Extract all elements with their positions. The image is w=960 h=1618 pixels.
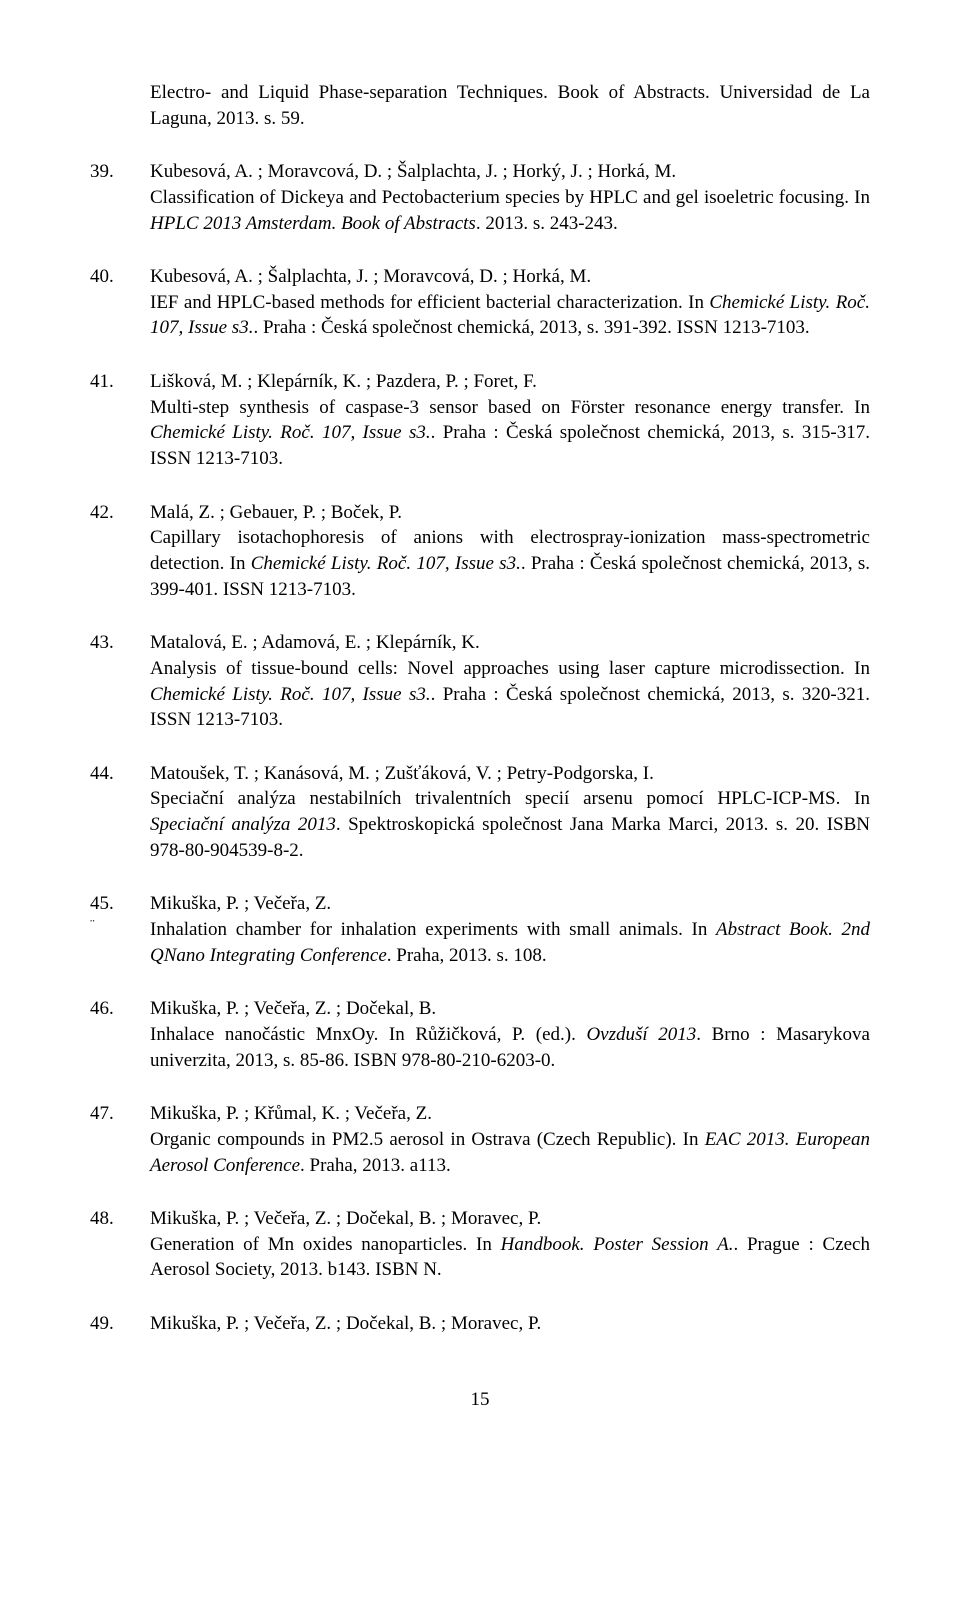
entry-text-pre: Analysis of tissue-bound cells: Novel ap… <box>150 658 870 679</box>
entry-italic: Chemické Listy. Roč. 107, Issue s3. <box>251 553 521 574</box>
entry-body: Kubesová, A. ; Moravcová, D. ; Šalplacht… <box>150 159 870 236</box>
entry-body: Mikuška, P. ; Večeřa, Z.Inhalation chamb… <box>150 891 870 968</box>
entry-authors: Lišková, M. ; Klepárník, K. ; Pazdera, P… <box>150 369 870 395</box>
entry-italic: Ovzduší 2013 <box>586 1024 696 1045</box>
continuation-text: Electro- and Liquid Phase-separation Tec… <box>150 80 870 131</box>
bibliography-entry: 48.Mikuška, P. ; Večeřa, Z. ; Dočekal, B… <box>90 1206 870 1283</box>
entry-authors: Mikuška, P. ; Večeřa, Z. ; Dočekal, B. ;… <box>150 1311 870 1337</box>
entry-text-pre: Organic compounds in PM2.5 aerosol in Os… <box>150 1129 705 1150</box>
entry-body: Matalová, E. ; Adamová, E. ; Klepárník, … <box>150 630 870 733</box>
entry-number: 41. <box>90 369 150 472</box>
entry-text-pre: IEF and HPLC-based methods for efficient… <box>150 292 709 313</box>
entry-authors: Mikuška, P. ; Večeřa, Z. <box>150 891 870 917</box>
entry-number: 44. <box>90 761 150 864</box>
entry-text-pre: Multi-step synthesis of caspase-3 sensor… <box>150 397 870 418</box>
entry-italic: Speciační analýza 2013 <box>150 814 336 835</box>
entry-authors: Kubesová, A. ; Moravcová, D. ; Šalplacht… <box>150 159 870 185</box>
entry-body: Lišková, M. ; Klepárník, K. ; Pazdera, P… <box>150 369 870 472</box>
entry-number: 48. <box>90 1206 150 1283</box>
bibliography-entry: 45.¨Mikuška, P. ; Večeřa, Z.Inhalation c… <box>90 891 870 968</box>
entry-number: 42. <box>90 500 150 603</box>
entry-body: Kubesová, A. ; Šalplachta, J. ; Moravcov… <box>150 264 870 341</box>
bibliography-entry: 43.Matalová, E. ; Adamová, E. ; Klepární… <box>90 630 870 733</box>
entry-text-pre: Inhalation chamber for inhalation experi… <box>150 919 716 940</box>
bibliography-entry: 42.Malá, Z. ; Gebauer, P. ; Boček, P.Cap… <box>90 500 870 603</box>
bibliography-entry: 46.Mikuška, P. ; Večeřa, Z. ; Dočekal, B… <box>90 996 870 1073</box>
entry-authors: Matalová, E. ; Adamová, E. ; Klepárník, … <box>150 630 870 656</box>
bibliography-entry: 39.Kubesová, A. ; Moravcová, D. ; Šalpla… <box>90 159 870 236</box>
entry-italic: Handbook. Poster Session A. <box>501 1234 734 1255</box>
entry-text-pre: Speciační analýza nestabilních trivalent… <box>150 788 870 809</box>
entry-text-post: . Praha : Česká společnost chemická, 201… <box>253 317 809 338</box>
entry-body: Mikuška, P. ; Večeřa, Z. ; Dočekal, B.In… <box>150 996 870 1073</box>
entry-authors: Malá, Z. ; Gebauer, P. ; Boček, P. <box>150 500 870 526</box>
entry-number: 40. <box>90 264 150 341</box>
entry-body: Malá, Z. ; Gebauer, P. ; Boček, P.Capill… <box>150 500 870 603</box>
entry-text-post: . Praha, 2013. s. 108. <box>387 945 547 966</box>
entry-authors: Kubesová, A. ; Šalplachta, J. ; Moravcov… <box>150 264 870 290</box>
entry-body: Mikuška, P. ; Večeřa, Z. ; Dočekal, B. ;… <box>150 1311 870 1337</box>
bibliography-entry: 40.Kubesová, A. ; Šalplachta, J. ; Morav… <box>90 264 870 341</box>
entry-text-post: . Praha, 2013. a113. <box>300 1155 451 1176</box>
entry-text-post: . 2013. s. 243-243. <box>476 213 618 234</box>
entry-authors: Mikuška, P. ; Večeřa, Z. ; Dočekal, B. <box>150 996 870 1022</box>
bibliography-entry: 49.Mikuška, P. ; Večeřa, Z. ; Dočekal, B… <box>90 1311 870 1337</box>
entry-number: 49. <box>90 1311 150 1337</box>
bibliography-entry: 44.Matoušek, T. ; Kanásová, M. ; Zušťáko… <box>90 761 870 864</box>
entry-italic: HPLC 2013 Amsterdam. Book of Abstracts <box>150 213 476 234</box>
entry-authors: Mikuška, P. ; Večeřa, Z. ; Dočekal, B. ;… <box>150 1206 870 1232</box>
entry-body: Mikuška, P. ; Křůmal, K. ; Večeřa, Z.Org… <box>150 1101 870 1178</box>
entry-number: 46. <box>90 996 150 1073</box>
entry-number: 45.¨ <box>90 891 150 968</box>
entry-text-pre: Classification of Dickeya and Pectobacte… <box>150 187 870 208</box>
entry-authors: Mikuška, P. ; Křůmal, K. ; Večeřa, Z. <box>150 1101 870 1127</box>
entry-italic: Chemické Listy. Roč. 107, Issue s3. <box>150 684 431 705</box>
entry-text-pre: Inhalace nanočástic MnxOy. In Růžičková,… <box>150 1024 586 1045</box>
entry-body: Matoušek, T. ; Kanásová, M. ; Zušťáková,… <box>150 761 870 864</box>
page-number: 15 <box>90 1387 870 1413</box>
entry-text-pre: Generation of Mn oxides nanoparticles. I… <box>150 1234 501 1255</box>
entry-number: 43. <box>90 630 150 733</box>
entry-body: Mikuška, P. ; Večeřa, Z. ; Dočekal, B. ;… <box>150 1206 870 1283</box>
entry-italic: Chemické Listy. Roč. 107, Issue s3. <box>150 422 431 443</box>
entry-number: 47. <box>90 1101 150 1178</box>
bibliography-entry: 41.Lišková, M. ; Klepárník, K. ; Pazdera… <box>90 369 870 472</box>
entry-number: 39. <box>90 159 150 236</box>
entry-authors: Matoušek, T. ; Kanásová, M. ; Zušťáková,… <box>150 761 870 787</box>
bibliography-entry: 47.Mikuška, P. ; Křůmal, K. ; Večeřa, Z.… <box>90 1101 870 1178</box>
